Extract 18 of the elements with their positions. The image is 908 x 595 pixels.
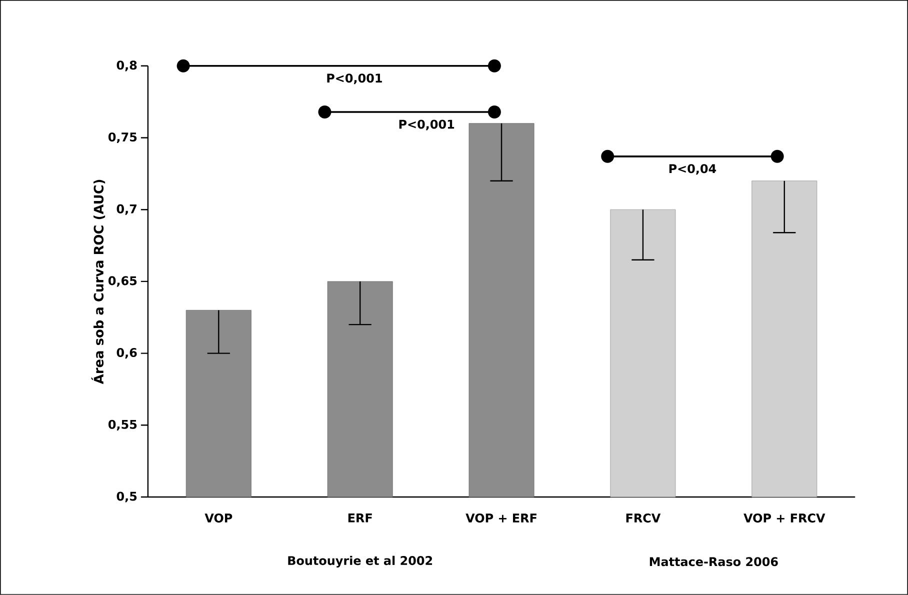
y-tick-label: 0,75 bbox=[108, 132, 137, 144]
annotation: P<0,04 bbox=[669, 164, 716, 175]
y-tick-label: 0,5 bbox=[116, 492, 137, 502]
x-tick-label: VOP bbox=[204, 514, 232, 523]
y-tick-label: 0,6 bbox=[116, 348, 137, 359]
annotation: P<0,001 bbox=[399, 120, 454, 130]
y-tick-label: 0,65 bbox=[108, 276, 137, 287]
text: Mattace-Raso 2006 bbox=[650, 557, 778, 566]
x-tick-label: FRCV bbox=[626, 514, 661, 523]
x-tick-label: VOP + FRCV bbox=[744, 514, 826, 523]
x-tick-label: ERF bbox=[348, 514, 372, 522]
x-tick-label: VOP + ERF bbox=[466, 514, 536, 523]
y-axis-title: Área sob a Curva ROC (AUC) bbox=[91, 180, 106, 384]
text: Boutouyrie et al 2002 bbox=[288, 556, 432, 568]
annotation: P<0,001 bbox=[327, 74, 382, 84]
y-tick-label: 0,8 bbox=[116, 60, 137, 72]
y-tick-label: 0,7 bbox=[116, 204, 136, 215]
y-tick-label: 0,55 bbox=[108, 420, 137, 430]
